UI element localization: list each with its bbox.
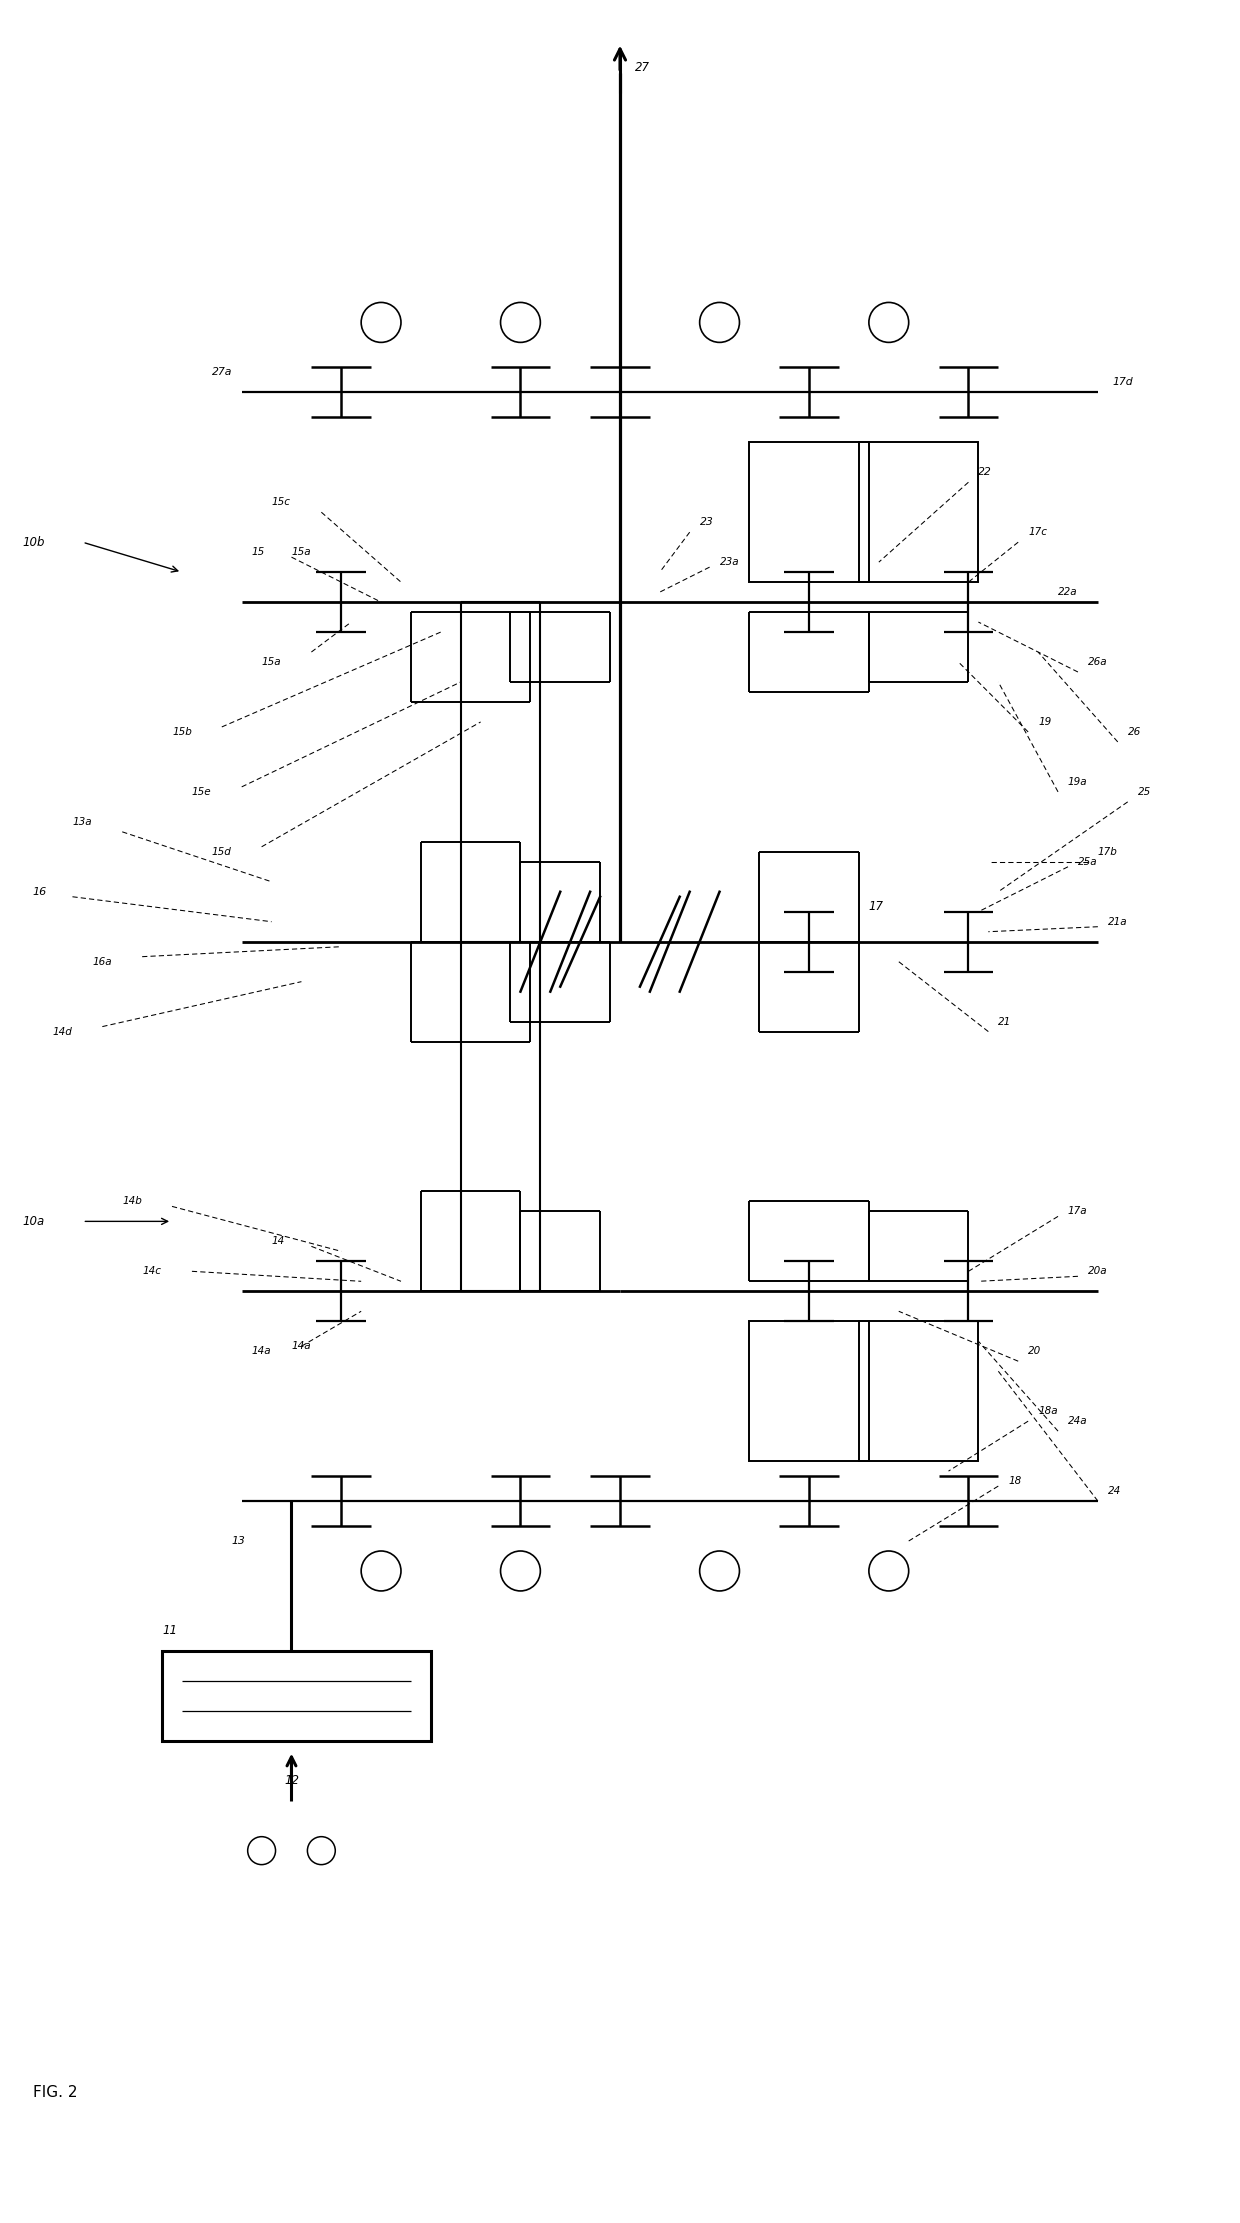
Text: 10a: 10a — [22, 1216, 45, 1227]
Text: 17: 17 — [869, 900, 884, 914]
Text: 27: 27 — [635, 62, 650, 73]
Text: 15e: 15e — [192, 787, 212, 796]
Text: 13: 13 — [232, 1536, 246, 1545]
Text: 20: 20 — [1028, 1347, 1042, 1356]
Text: 24a: 24a — [1068, 1416, 1087, 1427]
Text: 24: 24 — [1107, 1485, 1121, 1496]
Text: 23a: 23a — [719, 558, 739, 567]
Text: 14a: 14a — [252, 1347, 272, 1356]
Text: 21a: 21a — [1107, 916, 1127, 927]
Text: 21: 21 — [998, 1016, 1012, 1027]
Text: 15a: 15a — [262, 658, 281, 667]
Bar — [859, 442, 978, 582]
Bar — [749, 442, 869, 582]
Text: 20a: 20a — [1087, 1267, 1107, 1276]
Text: 15b: 15b — [172, 727, 192, 738]
Text: 23: 23 — [699, 518, 713, 527]
Text: 18: 18 — [1008, 1476, 1022, 1485]
Text: 19a: 19a — [1068, 776, 1087, 787]
Text: 16: 16 — [32, 887, 47, 896]
Text: 10b: 10b — [22, 536, 45, 549]
Text: 14a: 14a — [291, 1340, 311, 1352]
Text: 12: 12 — [284, 1774, 299, 1787]
Text: 17a: 17a — [1068, 1207, 1087, 1216]
Text: 15c: 15c — [272, 498, 290, 507]
Text: 14: 14 — [272, 1236, 285, 1247]
Text: 22: 22 — [978, 467, 992, 478]
Text: 13a: 13a — [72, 816, 92, 827]
Text: 16a: 16a — [92, 956, 112, 967]
Text: 19: 19 — [1038, 718, 1052, 727]
Text: 15: 15 — [252, 547, 265, 558]
Text: 25a: 25a — [1078, 856, 1097, 867]
Text: 22a: 22a — [1058, 587, 1078, 598]
Text: 17c: 17c — [1028, 527, 1047, 538]
Text: 26a: 26a — [1087, 658, 1107, 667]
Text: 25: 25 — [1137, 787, 1151, 796]
Text: 14c: 14c — [143, 1267, 161, 1276]
Text: 18a: 18a — [1038, 1407, 1058, 1416]
Text: 15a: 15a — [291, 547, 311, 558]
Bar — [749, 1320, 869, 1461]
Bar — [859, 1320, 978, 1461]
Bar — [162, 1652, 430, 1741]
Text: FIG. 2: FIG. 2 — [32, 2085, 77, 2101]
Text: 17b: 17b — [1097, 847, 1117, 856]
Text: 27a: 27a — [212, 367, 232, 378]
Text: 11: 11 — [162, 1625, 177, 1638]
Text: 15d: 15d — [212, 847, 232, 856]
Text: 17d: 17d — [1112, 378, 1133, 387]
Text: 26: 26 — [1127, 727, 1141, 738]
Text: 14b: 14b — [123, 1196, 143, 1207]
Text: 14d: 14d — [52, 1027, 72, 1036]
